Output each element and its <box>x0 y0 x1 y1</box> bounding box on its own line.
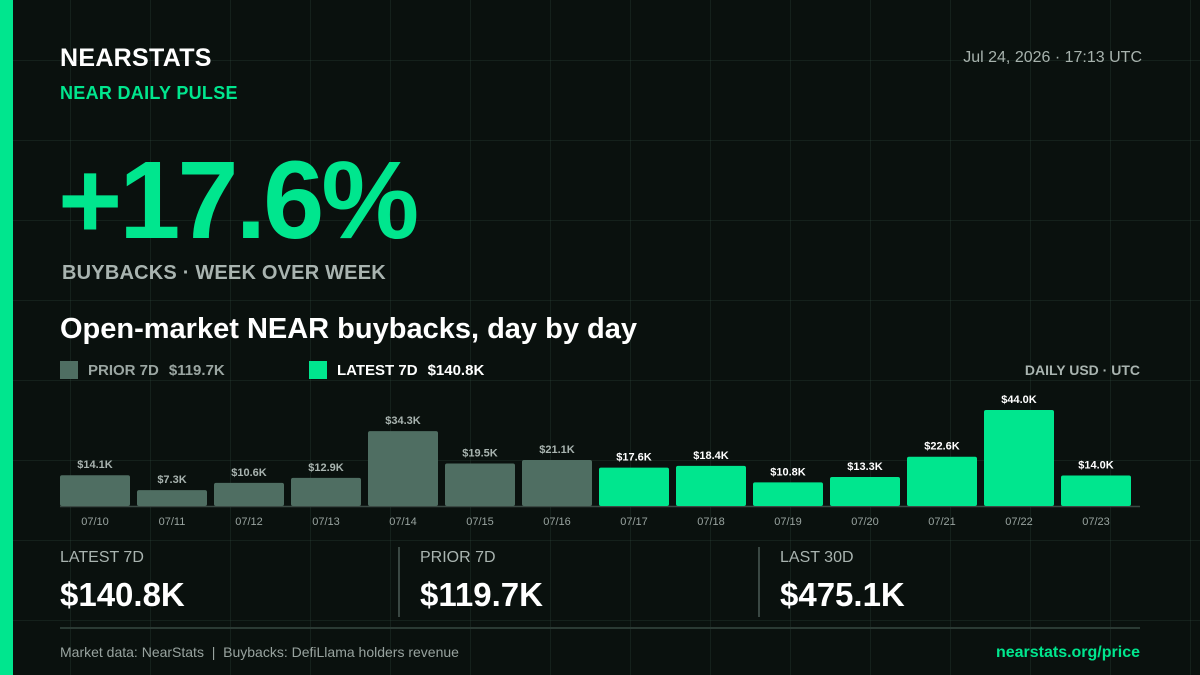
bar-07-13 <box>291 477 361 506</box>
headline-label: BUYBACKS · WEEK OVER WEEK <box>62 262 386 284</box>
bar-value-label: $22.6K <box>924 441 960 453</box>
footer-divider <box>60 627 1140 629</box>
headline-value: +17.6% <box>58 139 419 262</box>
stat-latest-7d: LATEST 7D $140.8K <box>60 549 185 614</box>
legend-prior: PRIOR 7D $119.7K <box>60 361 225 379</box>
stat-latest-7d-value: $140.8K <box>60 576 185 613</box>
x-tick-label: 07/22 <box>1005 516 1033 528</box>
stat-last-30d: LAST 30D $475.1K <box>780 549 905 614</box>
stat-divider <box>758 547 760 617</box>
brand-title: NEARSTATS <box>60 44 212 72</box>
bar-value-label: $18.4K <box>693 450 729 462</box>
stat-prior-7d: PRIOR 7D $119.7K <box>420 549 543 614</box>
bar-07-11 <box>137 490 207 506</box>
x-tick-label: 07/18 <box>697 516 725 528</box>
bar-07-22 <box>984 410 1054 506</box>
bar-07-14 <box>368 431 438 506</box>
bar-07-21 <box>907 456 977 506</box>
x-tick-label: 07/12 <box>235 516 263 528</box>
bar-value-label: $14.0K <box>1078 459 1114 471</box>
bar-value-label: $10.8K <box>770 466 806 478</box>
bar-07-19 <box>753 482 823 506</box>
stat-last-30d-label: LAST 30D <box>780 549 854 566</box>
bar-value-label: $13.3K <box>847 461 883 473</box>
chart-units: DAILY USD · UTC <box>1024 362 1140 378</box>
legend-latest-label: LATEST 7D <box>337 361 418 379</box>
bar-07-18 <box>676 465 746 506</box>
legend-latest: LATEST 7D $140.8K <box>309 361 484 379</box>
bar-07-23 <box>1061 475 1131 506</box>
stat-prior-7d-value: $119.7K <box>420 576 543 613</box>
bar-07-15 <box>445 463 515 506</box>
bar-07-20 <box>830 476 900 506</box>
legend-prior-label: PRIOR 7D <box>88 361 159 379</box>
footer-source: Market data: NearStats | Buybacks: DefiL… <box>60 644 459 660</box>
x-tick-label: 07/15 <box>466 516 494 528</box>
chart-title: Open-market NEAR buybacks, day by day <box>60 313 637 345</box>
x-tick-label: 07/21 <box>928 516 956 528</box>
x-tick-label: 07/11 <box>159 516 186 528</box>
x-tick-label: 07/17 <box>620 516 648 528</box>
stat-latest-7d-label: LATEST 7D <box>60 549 144 566</box>
legend-prior-swatch <box>60 361 78 379</box>
legend-latest-value: $140.8K <box>427 361 485 379</box>
bar-value-label: $21.1K <box>539 444 575 456</box>
bar-07-17 <box>599 467 669 506</box>
x-tick-label: 07/16 <box>543 516 571 528</box>
x-tick-label: 07/23 <box>1082 516 1110 528</box>
bar-value-label: $12.9K <box>308 462 344 474</box>
timestamp: Jul 24, 2026 · 17:13 UTC <box>963 49 1142 66</box>
x-tick-label: 07/14 <box>389 516 417 528</box>
x-tick-label: 07/10 <box>81 516 109 528</box>
footer-link[interactable]: nearstats.org/price <box>995 644 1140 661</box>
stat-prior-7d-label: PRIOR 7D <box>420 549 496 566</box>
x-tick-label: 07/20 <box>851 516 879 528</box>
x-tick-label: 07/19 <box>774 516 802 528</box>
bar-07-12 <box>214 482 284 506</box>
legend-prior-value: $119.7K <box>168 361 225 379</box>
bar-value-label: $14.1K <box>77 459 113 471</box>
stat-divider <box>398 547 400 617</box>
legend-latest-swatch <box>309 361 327 379</box>
bar-value-label: $34.3K <box>385 415 421 427</box>
bar-07-10 <box>60 475 130 506</box>
brand-subtitle: NEAR DAILY PULSE <box>60 83 238 103</box>
bar-07-16 <box>522 459 592 506</box>
accent-bar <box>0 0 13 675</box>
x-tick-label: 07/13 <box>312 516 340 528</box>
bar-value-label: $44.0K <box>1001 394 1037 406</box>
bar-value-label: $17.6K <box>616 452 652 464</box>
bar-value-label: $19.5K <box>462 447 498 459</box>
bar-value-label: $7.3K <box>157 474 186 486</box>
stat-last-30d-value: $475.1K <box>780 576 905 613</box>
bar-value-label: $10.6K <box>231 467 267 479</box>
